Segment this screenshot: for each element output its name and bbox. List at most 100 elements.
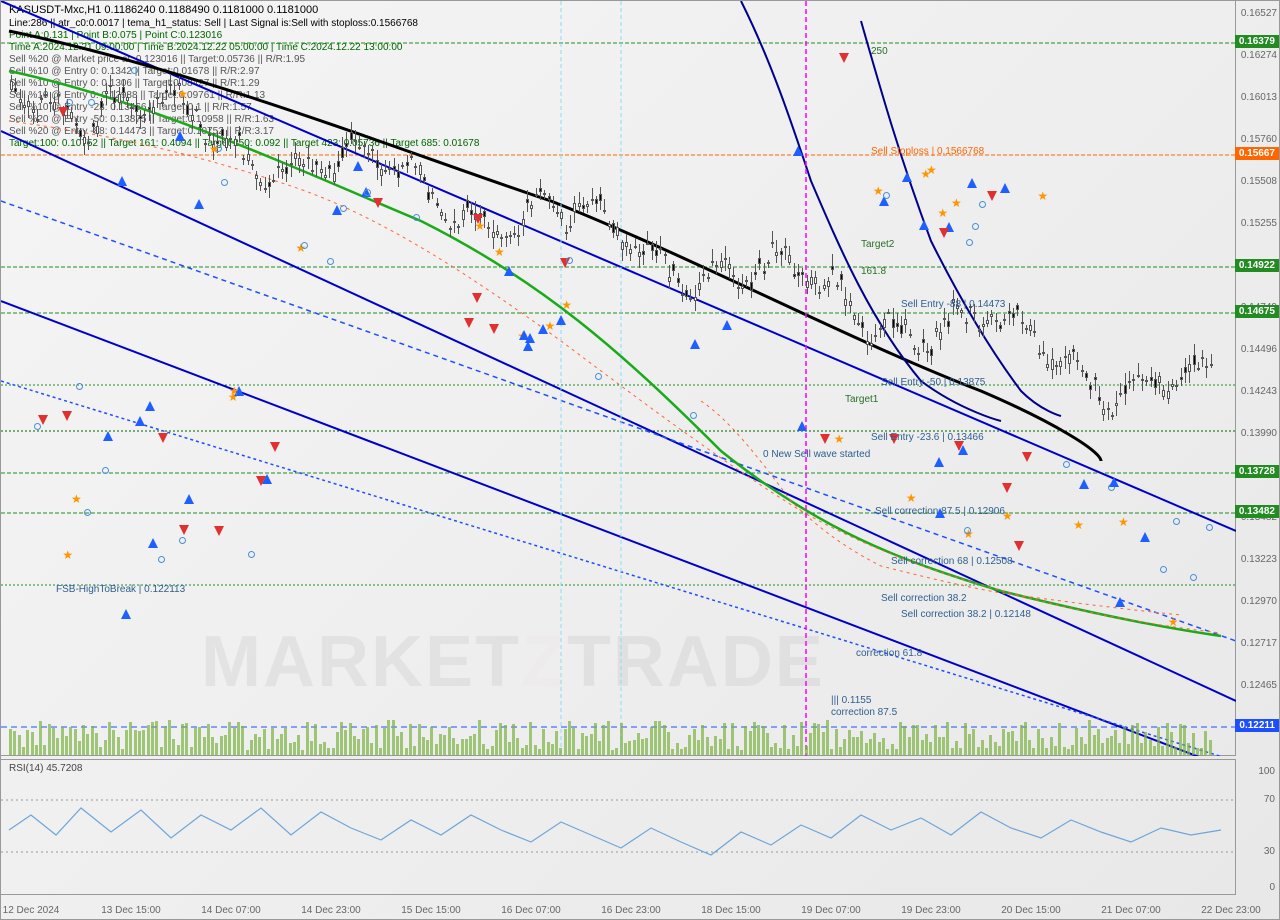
circle-marker-icon (102, 467, 109, 474)
rsi-panel[interactable]: RSI(14) 45.7208 (1, 759, 1236, 894)
circle-marker-icon (248, 551, 255, 558)
rsi-tick: 70 (1264, 794, 1275, 805)
price-badge: 0.14922 (1235, 259, 1279, 272)
circle-marker-icon (1206, 524, 1213, 531)
rsi-label: RSI(14) 45.7208 (9, 763, 82, 774)
arrow-down-icon (987, 191, 997, 201)
annotation: Target2 (861, 239, 894, 250)
arrow-down-icon (1022, 452, 1032, 462)
price-badge: 0.14675 (1235, 305, 1279, 318)
arrow-up-icon (504, 266, 514, 276)
arrow-down-icon (820, 434, 830, 444)
circle-marker-icon (1190, 574, 1197, 581)
annotation: ||| 0.1155 (831, 695, 871, 706)
arrow-up-icon (556, 315, 566, 325)
price-badge: 0.15667 (1235, 147, 1279, 160)
time-tick: 22 Dec 23:00 (1201, 905, 1261, 916)
time-tick: 20 Dec 15:00 (1001, 905, 1061, 916)
time-tick: 16 Dec 07:00 (501, 905, 561, 916)
star-marker-icon: ★ (906, 492, 917, 504)
price-tick: 0.12465 (1241, 680, 1277, 691)
star-marker-icon: ★ (177, 88, 188, 100)
arrow-down-icon (38, 415, 48, 425)
circle-marker-icon (964, 527, 971, 534)
star-marker-icon: ★ (1037, 190, 1048, 202)
circle-marker-icon (413, 214, 420, 221)
info-line: Point A:0.131 | Point B:0.075 | Point C:… (9, 30, 222, 41)
arrow-down-icon (472, 293, 482, 303)
star-marker-icon: ★ (561, 299, 572, 311)
time-tick: 21 Dec 07:00 (1101, 905, 1161, 916)
annotation: 161.8 (861, 266, 886, 277)
arrow-up-icon (353, 161, 363, 171)
rsi-chart (1, 760, 1236, 895)
info-line: Line:286 || atr_c0:0.0017 | tema_h1_stat… (9, 18, 418, 29)
price-tick: 0.16013 (1241, 92, 1277, 103)
arrow-down-icon (62, 411, 72, 421)
chart-container: MARKETZTRADE KASUSDT-Mxc,H1 0.1186240 0.… (0, 0, 1280, 920)
price-badge: 0.13728 (1235, 465, 1279, 478)
info-line: Sell %10 @ Entry 0: 0.1306 || Target:0.0… (9, 78, 260, 89)
circle-marker-icon (566, 257, 573, 264)
time-tick: 19 Dec 07:00 (801, 905, 861, 916)
annotation: Sell Entry -88 | 0.14473 (901, 299, 1005, 310)
info-line: Sell %10 @ Entry 0: 0.12988 || Target:0.… (9, 90, 265, 101)
star-marker-icon: ★ (937, 207, 948, 219)
arrow-down-icon (489, 324, 499, 334)
time-tick: 12 Dec 2024 (3, 905, 60, 916)
circle-marker-icon (972, 223, 979, 230)
price-tick: 0.14496 (1241, 344, 1277, 355)
arrow-down-icon (270, 442, 280, 452)
price-tick: 0.12970 (1241, 596, 1277, 607)
arrow-up-icon (117, 176, 127, 186)
time-tick: 19 Dec 23:00 (901, 905, 961, 916)
arrow-up-icon (332, 205, 342, 215)
star-marker-icon: ★ (229, 385, 240, 397)
annotation: FSB-HighToBreak | 0.122113 (56, 584, 185, 595)
symbol-title: KASUSDT-Mxc,H1 0.1186240 0.1188490 0.118… (9, 4, 318, 16)
annotation: Sell correction 38.2 (881, 593, 967, 604)
arrow-up-icon (194, 199, 204, 209)
circle-marker-icon (979, 201, 986, 208)
star-marker-icon: ★ (834, 433, 845, 445)
price-tick: 0.13223 (1241, 554, 1277, 565)
annotation: Sell correction 68 | 0.12508 (891, 556, 1013, 567)
time-tick: 14 Dec 23:00 (301, 905, 361, 916)
circle-marker-icon (221, 179, 228, 186)
circle-marker-icon (179, 537, 186, 544)
arrow-up-icon (1079, 479, 1089, 489)
annotation: Sell correction 38.2 | 0.12148 (901, 609, 1031, 620)
arrow-down-icon (839, 53, 849, 63)
circle-marker-icon (883, 192, 890, 199)
rsi-tick: 30 (1264, 846, 1275, 857)
circle-marker-icon (966, 239, 973, 246)
rsi-axis: 10070300 (1234, 759, 1279, 894)
circle-marker-icon (1160, 566, 1167, 573)
arrow-up-icon (519, 330, 529, 340)
circle-marker-icon (301, 242, 308, 249)
arrow-up-icon (1109, 477, 1119, 487)
circle-marker-icon (690, 412, 697, 419)
star-marker-icon: ★ (71, 493, 82, 505)
arrow-up-icon (690, 339, 700, 349)
price-tick: 0.14243 (1241, 386, 1277, 397)
annotation: Sell Entry -23.6 | 0.13466 (871, 432, 984, 443)
arrow-down-icon (939, 228, 949, 238)
rsi-tick: 100 (1258, 766, 1275, 777)
arrow-down-icon (58, 107, 68, 117)
main-chart[interactable]: MARKETZTRADE KASUSDT-Mxc,H1 0.1186240 0.… (1, 1, 1236, 756)
price-tick: 0.15508 (1241, 176, 1277, 187)
arrow-down-icon (1002, 483, 1012, 493)
arrow-up-icon (1000, 183, 1010, 193)
annotation: correction 87.5 (831, 707, 897, 718)
arrow-down-icon (256, 476, 266, 486)
arrow-up-icon (919, 220, 929, 230)
time-tick: 16 Dec 23:00 (601, 905, 661, 916)
annotation: 250 (871, 46, 888, 57)
arrow-up-icon (175, 131, 185, 141)
circle-marker-icon (327, 258, 334, 265)
info-line: Time A:2024.12.21 09:00:00 | Time B:2024… (9, 42, 402, 53)
circle-marker-icon (595, 373, 602, 380)
arrow-up-icon (1115, 597, 1125, 607)
arrow-up-icon (145, 401, 155, 411)
